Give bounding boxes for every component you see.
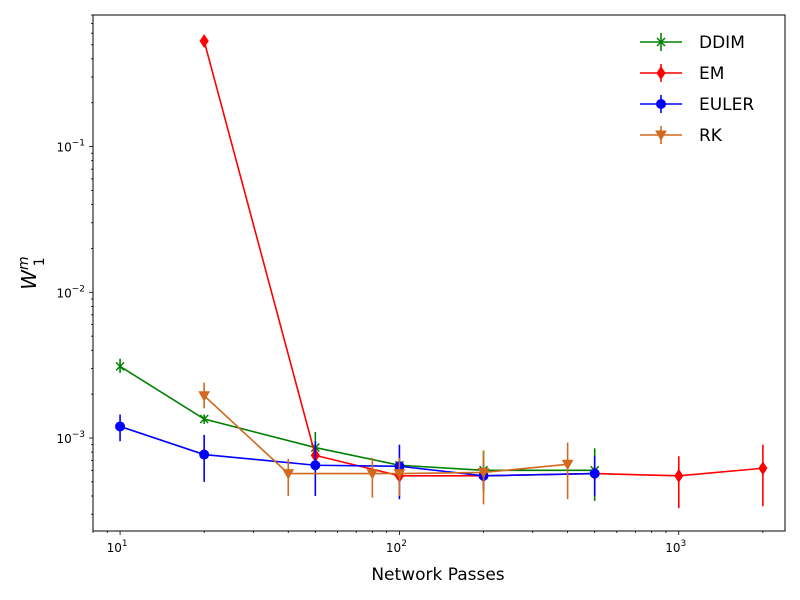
y-tick-label-exp-1: −2	[72, 284, 85, 294]
data-point-ddim-0-stroke-b	[115, 361, 125, 371]
data-point-rk-2	[366, 469, 379, 480]
y-axis-label-main: W	[17, 269, 41, 290]
x-tick-label-2: 103	[665, 539, 686, 555]
y-tick-label-exp-0: −3	[72, 430, 85, 440]
data-point-euler-5	[589, 468, 600, 479]
x-tick-label-exp-1: 2	[401, 539, 407, 549]
legend-label-ddim: DDIM	[699, 33, 745, 53]
data-point-em-6	[758, 461, 768, 476]
data-point-ddim-1	[199, 414, 209, 424]
x-tick-label-1: 102	[386, 539, 407, 555]
data-point-rk-1	[282, 469, 295, 480]
series-rk	[198, 382, 574, 505]
data-point-euler-0	[115, 421, 126, 432]
legend-entry-em: EM	[640, 64, 724, 84]
data-point-em-5	[674, 468, 684, 483]
data-point-rk-5	[561, 459, 574, 471]
legend-entry-rk: RK	[640, 126, 723, 146]
x-tick-label-exp-2: 3	[681, 539, 687, 549]
y-axis-label-sub: 1	[32, 257, 48, 266]
data-point-euler-1	[199, 449, 210, 460]
data-point-euler-2	[310, 460, 321, 471]
y-tick-label-base-2: 10	[56, 141, 71, 155]
series-line-euler	[119, 425, 595, 477]
y-tick-label-base-1: 10	[56, 286, 71, 300]
axes-frame	[92, 14, 786, 532]
data-point-rk-3	[393, 469, 406, 480]
legend-label-em: EM	[699, 64, 724, 84]
legend-label-euler: EULER	[699, 95, 754, 115]
legend-marker-euler	[656, 99, 666, 109]
data-point-rk-4	[477, 467, 490, 479]
legend-marker-ddim	[656, 37, 666, 47]
x-tick-label-exp-0: 1	[122, 539, 128, 549]
legend-marker-ddim-stroke-b	[656, 37, 666, 47]
y-tick-label-base-0: 10	[56, 432, 71, 446]
x-tick-label-base-1: 10	[386, 541, 401, 555]
series-euler	[115, 414, 600, 500]
legend-marker-rk	[655, 130, 667, 142]
plot-area	[115, 34, 768, 509]
series-line-rk	[203, 395, 568, 475]
y-tick-label-2: 10−1	[56, 139, 85, 155]
x-axis-label: Network Passes	[371, 565, 504, 585]
y-axis-label: Wm1	[16, 256, 48, 289]
x-tick-label-0: 101	[107, 539, 128, 555]
legend: DDIM EM EULER RK	[640, 33, 754, 146]
legend-entry-ddim: DDIM	[640, 33, 745, 53]
data-point-rk-0	[198, 391, 211, 402]
x-tick-label-base-2: 10	[665, 541, 680, 555]
svg-text:Wm1: Wm1	[16, 256, 48, 289]
y-tick-label-exp-2: −1	[72, 139, 85, 149]
data-point-ddim-1-stroke-b	[199, 414, 209, 424]
x-tick-label-base-0: 10	[107, 541, 122, 555]
data-point-ddim-0	[115, 361, 125, 371]
legend-label-rk: RK	[699, 126, 723, 146]
legend-entry-euler: EULER	[640, 95, 754, 115]
data-point-em-0	[199, 34, 209, 48]
y-axis-label-sup: m	[16, 256, 32, 270]
y-tick-label-1: 10−2	[56, 284, 85, 300]
legend-marker-em	[656, 66, 666, 80]
y-tick-label-0: 10−3	[56, 430, 85, 446]
